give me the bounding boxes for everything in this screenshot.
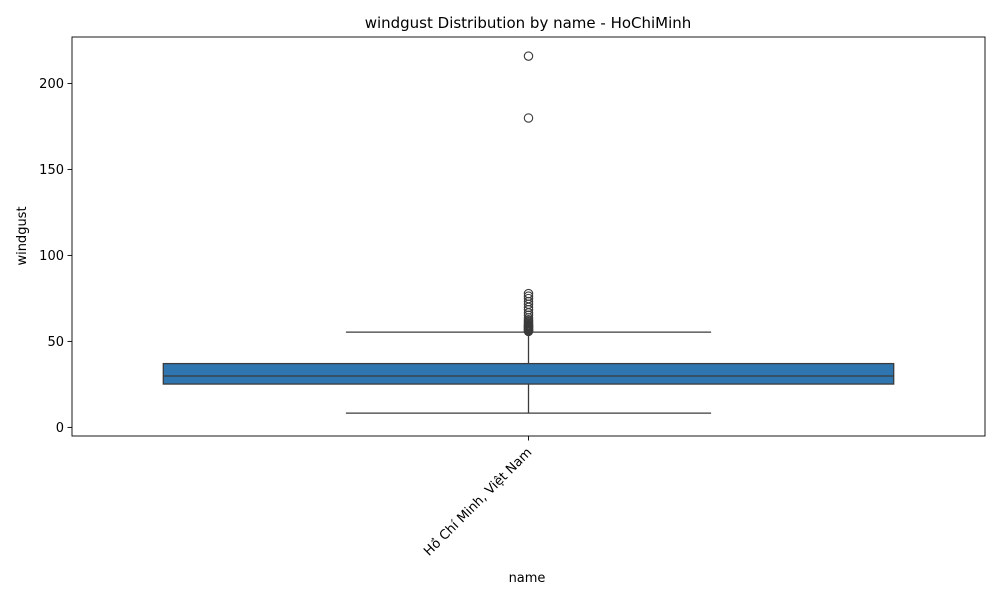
outlier-point xyxy=(523,288,534,299)
iqr-box xyxy=(162,362,895,385)
x-tick-label: Hồ Chí Minh, Việt Nam xyxy=(421,445,535,559)
chart-title: windgust Distribution by name - HoChiMin… xyxy=(365,14,692,32)
outlier-point xyxy=(523,293,534,304)
outlier-point xyxy=(523,113,534,123)
y-tick-label: 50 xyxy=(47,335,64,350)
outlier-point xyxy=(523,291,534,301)
y-tick-label: 150 xyxy=(39,163,64,178)
y-axis-label: windgust xyxy=(15,206,30,265)
y-tick-label: 100 xyxy=(39,249,64,264)
y-tick-label: 0 xyxy=(56,421,64,436)
y-tick-label: 200 xyxy=(39,77,64,92)
outlier-point xyxy=(523,51,534,61)
x-axis-label: name xyxy=(509,571,546,586)
